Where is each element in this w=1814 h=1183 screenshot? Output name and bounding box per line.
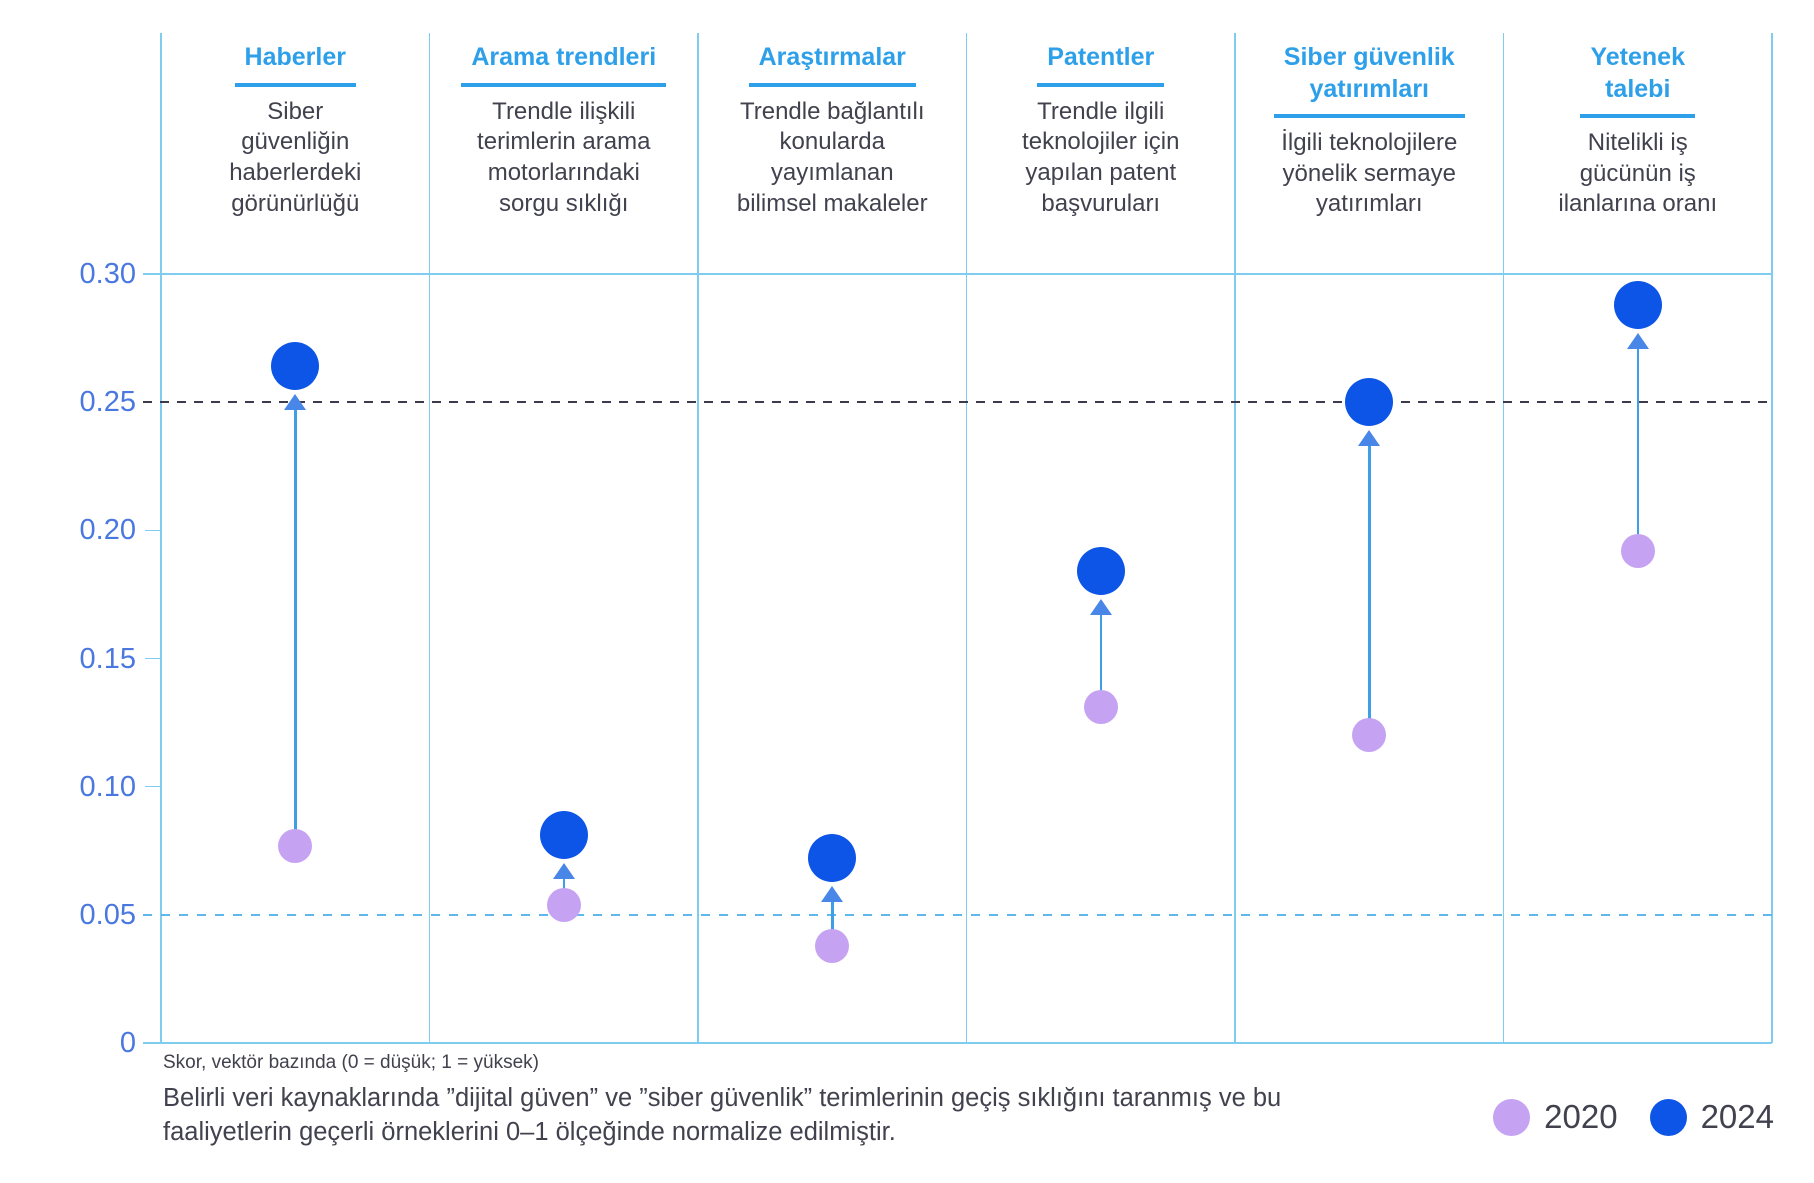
column-description: Trendle bağlantılı konularda yayımlanan …: [736, 97, 928, 217]
dashed-gridline-005: [143, 913, 1772, 916]
axis-note: Skor, vektör bazında (0 = düşük; 1 = yük…: [163, 1052, 539, 1073]
y-tick-label: 0.20: [79, 514, 136, 547]
y-tick: [145, 657, 161, 660]
column-header-6: Yetenek talebi Nitelikli iş gücünün iş il…: [1504, 42, 1773, 220]
y-tick: [145, 529, 161, 532]
column-separator: [1502, 33, 1505, 1043]
arrow-line: [831, 899, 834, 931]
column-header-4: Patentler Trendle ilgili teknolojiler içi…: [967, 42, 1236, 219]
y-tick: [145, 785, 161, 788]
legend-swatch-2020: [1493, 1098, 1531, 1136]
column-title: Haberler: [234, 42, 356, 87]
arrow-head-up: [1626, 332, 1649, 349]
arrow-head-up: [1358, 430, 1381, 447]
arrow-head-up: [821, 886, 844, 903]
y-tick-label: 0.25: [79, 386, 136, 419]
data-point-2020: [1620, 533, 1655, 568]
column-description: İlgili teknolojilere yönelik sermaye yat…: [1281, 129, 1458, 218]
arrow-line: [294, 407, 297, 831]
legend-swatch-2024: [1649, 1098, 1687, 1136]
dashed-gridline-025: [143, 401, 1772, 404]
column-separator: [1771, 33, 1773, 1043]
arrow-line: [1636, 345, 1639, 536]
y-tick-label: 0.05: [79, 898, 136, 931]
data-point-2024: [271, 342, 320, 391]
legend-label-2020: 2020: [1544, 1098, 1618, 1135]
arrow-head-up: [552, 863, 575, 880]
column-header-2: Arama trendleri Trendle ilişkili terimler…: [430, 42, 699, 219]
column-title: Arama trendleri: [461, 42, 667, 87]
data-point-2020: [1083, 690, 1118, 725]
column-description: Nitelikli iş gücünün iş ilanlarına oranı: [1558, 129, 1718, 218]
arrow-line: [562, 876, 565, 890]
column-title: Siber güvenlik yatırımları: [1273, 42, 1465, 118]
data-point-2024: [808, 834, 857, 883]
column-header-5: Siber güvenlik yatırımları İlgili teknolo…: [1235, 42, 1504, 220]
data-point-2024: [1076, 547, 1125, 596]
column-title: Yetenek talebi: [1580, 42, 1695, 118]
data-point-2024: [1345, 378, 1394, 427]
data-point-2024: [539, 811, 588, 860]
arrow-line: [1368, 443, 1371, 721]
gridline-030: [143, 273, 1772, 275]
y-tick-label: 0.30: [79, 258, 136, 290]
column-title: Patentler: [1037, 42, 1165, 87]
arrow-head-up: [1089, 599, 1112, 616]
arrow-line: [1099, 612, 1102, 693]
baseline: [143, 1042, 1772, 1044]
column-description: Trendle ilişkili terimlerin arama motorl…: [477, 97, 651, 217]
legend: 2020 2024: [1493, 1098, 1774, 1136]
column-header-1: Haberler Siber güvenliğin haberlerdeki gö…: [161, 42, 430, 219]
data-point-2024: [1613, 280, 1662, 329]
y-axis-line: [160, 33, 162, 1043]
y-tick: [145, 1042, 161, 1044]
column-separator: [697, 33, 699, 1043]
data-point-2020: [278, 828, 313, 863]
column-separator: [428, 33, 431, 1043]
arrow-head-up: [284, 394, 307, 411]
y-tick-label: 0: [119, 1027, 136, 1059]
legend-item-2020: 2020: [1493, 1098, 1618, 1136]
data-point-2020: [1352, 718, 1387, 753]
column-separator: [1234, 33, 1236, 1043]
column-separator: [965, 33, 968, 1043]
data-point-2020: [546, 887, 581, 922]
column-description: Trendle ilgili teknolojiler için yapılan…: [1022, 97, 1180, 217]
y-tick-label: 0.10: [79, 770, 136, 803]
legend-item-2024: 2024: [1649, 1098, 1774, 1136]
column-description: Siber güvenliğin haberlerdeki görünürlüğ…: [229, 97, 362, 217]
chart-footnote: Belirli veri kaynaklarında ”dijital güve…: [163, 1084, 1282, 1146]
y-tick-label: 0.15: [79, 642, 136, 675]
legend-label-2024: 2024: [1700, 1098, 1774, 1135]
column-title: Araştırmalar: [748, 42, 916, 87]
data-point-2020: [815, 928, 850, 963]
column-header-3: Araştırmalar Trendle bağlantılı konularda…: [698, 42, 967, 219]
